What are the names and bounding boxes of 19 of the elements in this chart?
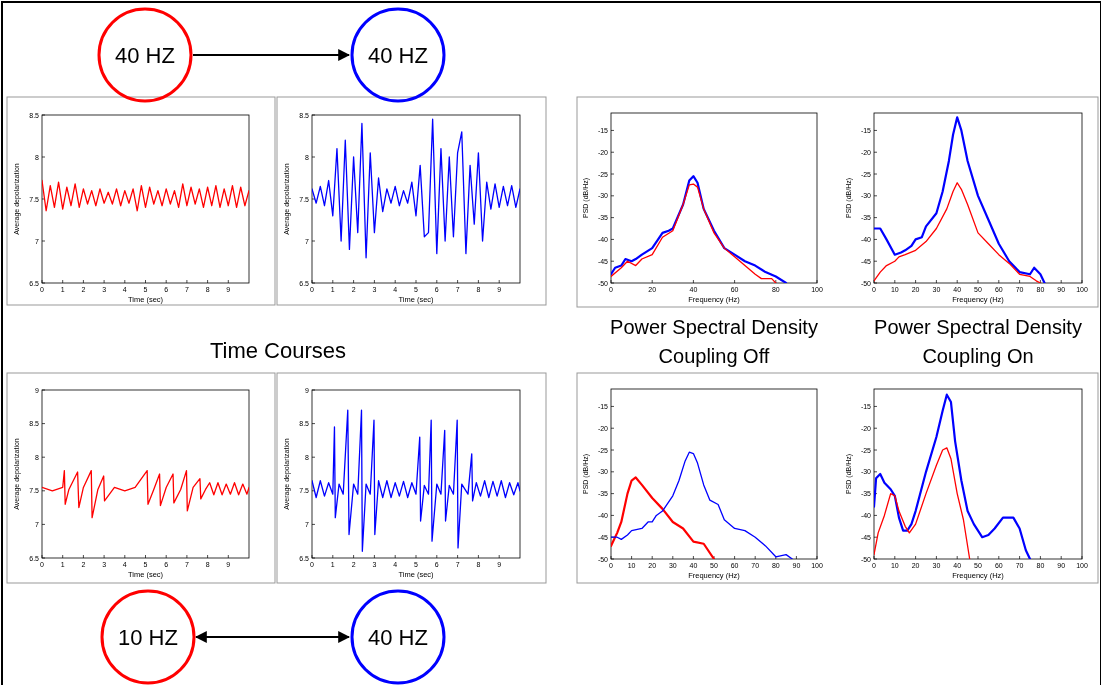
line-series	[312, 118, 520, 259]
line-series	[42, 469, 249, 519]
line-series	[874, 447, 971, 559]
text: 10 HZ	[118, 625, 178, 650]
text: 40 HZ	[368, 43, 428, 68]
line-series	[312, 409, 520, 552]
chart-subtitle: Coupling Off	[658, 345, 770, 367]
chart-title: Power Spectral Density	[610, 316, 818, 338]
line-series	[874, 116, 1046, 283]
text: 40 HZ	[115, 43, 175, 68]
line-series	[874, 393, 1032, 559]
text: 40 HZ	[368, 625, 428, 650]
chart-subtitle: Coupling On	[922, 345, 1034, 367]
line-series	[874, 182, 1042, 283]
chart-title: Power Spectral Density	[874, 316, 1082, 338]
line-series	[611, 476, 716, 559]
text: Time Courses	[209, 338, 347, 363]
line-series	[42, 179, 249, 212]
line-series	[611, 451, 793, 559]
